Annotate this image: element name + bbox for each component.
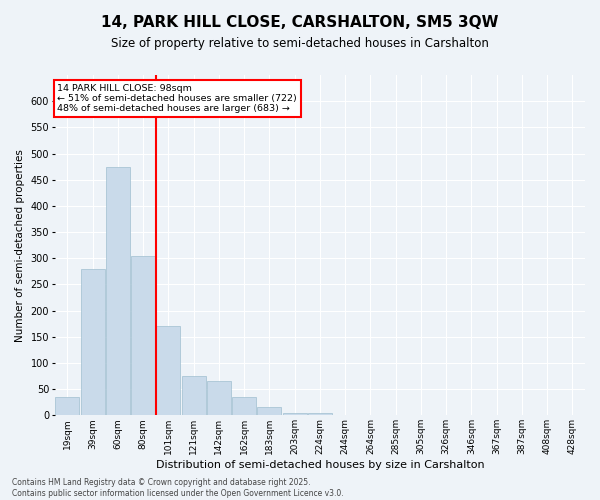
Text: Contains HM Land Registry data © Crown copyright and database right 2025.
Contai: Contains HM Land Registry data © Crown c… [12,478,344,498]
Bar [131,256,155,416]
Bar [232,397,256,415]
Text: 14, PARK HILL CLOSE, CARSHALTON, SM5 3QW: 14, PARK HILL CLOSE, CARSHALTON, SM5 3QW [101,15,499,30]
Y-axis label: Number of semi-detached properties: Number of semi-detached properties [15,148,25,342]
Text: Size of property relative to semi-detached houses in Carshalton: Size of property relative to semi-detach… [111,38,489,51]
Bar [283,412,307,416]
Bar [182,376,206,416]
Bar [157,326,181,416]
Text: 14 PARK HILL CLOSE: 98sqm
← 51% of semi-detached houses are smaller (722)
48% of: 14 PARK HILL CLOSE: 98sqm ← 51% of semi-… [58,84,297,114]
Bar [207,382,231,416]
Bar [257,408,281,416]
Bar [106,166,130,416]
X-axis label: Distribution of semi-detached houses by size in Carshalton: Distribution of semi-detached houses by … [155,460,484,470]
Bar [80,268,104,416]
Bar [308,412,332,416]
Bar [55,397,79,415]
